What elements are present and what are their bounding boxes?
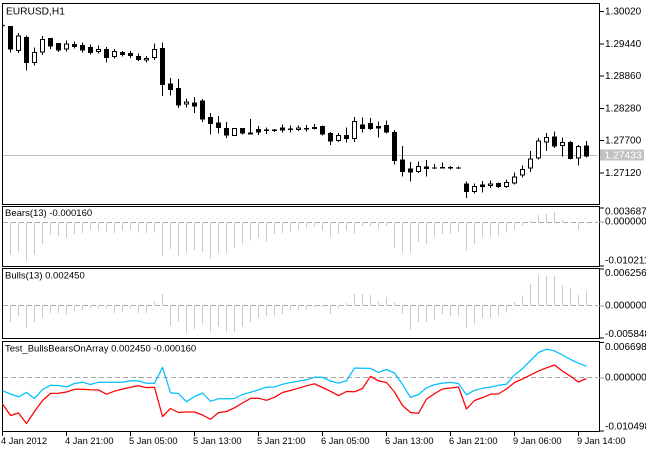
svg-text:-0.010498: -0.010498 xyxy=(605,421,646,432)
svg-text:5 Jan 13:00: 5 Jan 13:00 xyxy=(193,436,242,446)
svg-text:-0.005848: -0.005848 xyxy=(605,329,646,340)
svg-text:1.27120: 1.27120 xyxy=(605,168,642,179)
svg-text:Bears(13) -0.000160: Bears(13) -0.000160 xyxy=(5,208,92,219)
svg-text:6 Jan 05:00: 6 Jan 05:00 xyxy=(321,436,370,446)
svg-text:Bulls(13) 0.002450: Bulls(13) 0.002450 xyxy=(5,271,85,282)
svg-text:-0.010211: -0.010211 xyxy=(605,256,646,267)
svg-text:9 Jan 06:00: 9 Jan 06:00 xyxy=(513,436,562,446)
svg-text:6 Jan 21:00: 6 Jan 21:00 xyxy=(449,436,498,446)
svg-text:4 Jan 2012: 4 Jan 2012 xyxy=(1,436,47,446)
svg-text:EURUSD,H1: EURUSD,H1 xyxy=(6,7,65,18)
svg-text:0.000000: 0.000000 xyxy=(605,216,646,227)
svg-text:1.28860: 1.28860 xyxy=(605,71,642,82)
svg-text:0.003687: 0.003687 xyxy=(605,207,646,218)
svg-text:9 Jan 14:00: 9 Jan 14:00 xyxy=(577,436,626,446)
svg-text:1.28280: 1.28280 xyxy=(605,103,642,114)
svg-text:1.29440: 1.29440 xyxy=(605,39,642,50)
svg-text:1.27700: 1.27700 xyxy=(605,136,642,147)
svg-text:5 Jan 05:00: 5 Jan 05:00 xyxy=(129,436,178,446)
svg-text:0.000000: 0.000000 xyxy=(605,372,646,383)
svg-text:1.30020: 1.30020 xyxy=(605,7,642,18)
svg-text:6 Jan 13:00: 6 Jan 13:00 xyxy=(385,436,434,446)
svg-text:0.006256: 0.006256 xyxy=(605,268,646,279)
svg-text:Test_BullsBearsOnArray 0.00245: Test_BullsBearsOnArray 0.002450 -0.00016… xyxy=(5,344,196,355)
svg-text:1.27433: 1.27433 xyxy=(605,151,642,162)
svg-text:5 Jan 21:00: 5 Jan 21:00 xyxy=(257,436,306,446)
svg-text:0.000000: 0.000000 xyxy=(605,300,646,311)
svg-text:4 Jan 21:00: 4 Jan 21:00 xyxy=(65,436,114,446)
svg-text:0.006698: 0.006698 xyxy=(605,342,646,353)
